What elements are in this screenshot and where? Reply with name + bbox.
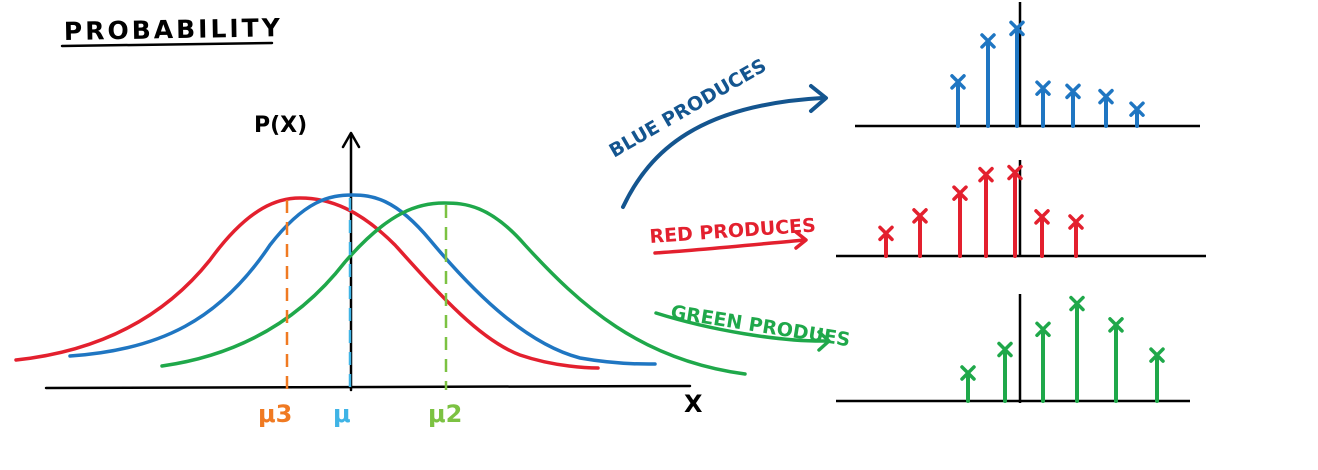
red-stem-marker-5 bbox=[1007, 164, 1023, 181]
blue-stem-marker-3 bbox=[1009, 20, 1025, 37]
blue-distribution-curve bbox=[68, 193, 657, 366]
red-stem-marker-4 bbox=[978, 166, 994, 183]
x-axis bbox=[44, 384, 692, 390]
red-distribution-curve bbox=[14, 196, 600, 370]
green-stem-plot bbox=[836, 294, 1190, 403]
blue-stem-marker-6 bbox=[1098, 88, 1114, 105]
red-stem-plot bbox=[836, 160, 1206, 258]
blue-produces-arrow: BLUE PRODUCES bbox=[606, 55, 828, 209]
blue-stem-marker-5 bbox=[1065, 83, 1081, 100]
green-stem-marker-2 bbox=[997, 341, 1013, 358]
mean-1-label: μ bbox=[333, 400, 351, 428]
title-underline bbox=[60, 41, 274, 48]
blue-stem-marker-4 bbox=[1035, 80, 1051, 96]
green-produes-arrow: GREEN PRODUES bbox=[654, 301, 852, 352]
green-stem-marker-3 bbox=[1035, 321, 1051, 338]
blue-stem-marker-7 bbox=[1129, 101, 1145, 117]
mean-3-label: μ3 bbox=[258, 400, 292, 428]
red-stem-marker-7 bbox=[1068, 214, 1084, 230]
red-stem-marker-1 bbox=[878, 225, 894, 242]
y-axis-label: P(X) bbox=[254, 113, 307, 138]
diagram-title: PROBABILITY bbox=[64, 13, 283, 46]
red-stem-marker-3 bbox=[952, 185, 968, 201]
mean-2-label: μ2 bbox=[428, 400, 462, 428]
red-produces-arrow: RED PRODUCES bbox=[649, 214, 816, 255]
green-stem-marker-6 bbox=[1149, 347, 1165, 363]
blue-stem-marker-1 bbox=[950, 74, 966, 90]
x-axis-label: X bbox=[684, 390, 703, 418]
y-axis-arrowhead bbox=[341, 131, 361, 149]
blue-stem-plot bbox=[855, 2, 1200, 128]
red-stem-marker-2 bbox=[912, 208, 928, 224]
blue-stem-marker-2 bbox=[980, 33, 996, 49]
green-produes-label: GREEN PRODUES bbox=[669, 301, 851, 351]
green-stem-marker-5 bbox=[1108, 317, 1124, 333]
green-stem-marker-4 bbox=[1069, 295, 1085, 312]
green-stem-marker-1 bbox=[960, 365, 976, 381]
red-stem-marker-6 bbox=[1034, 209, 1050, 225]
